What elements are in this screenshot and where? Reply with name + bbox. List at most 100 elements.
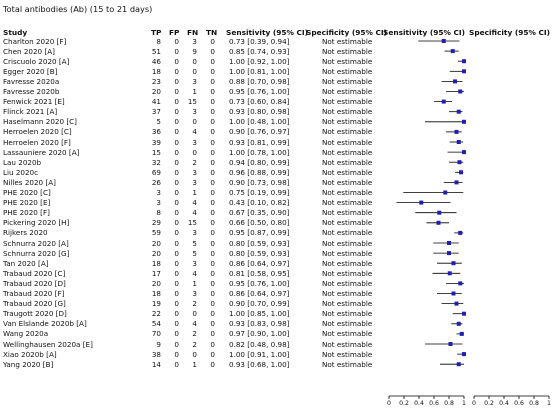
- cell-fp: 0: [174, 238, 179, 248]
- point-marker: [462, 150, 466, 155]
- cell-tp: 20: [151, 278, 161, 288]
- tick-label-sens: 0.4: [414, 400, 424, 407]
- cell-tp: 15: [151, 147, 161, 157]
- cell-spec: Not estimable: [322, 319, 373, 329]
- cell-study: Rijkers 2020: [3, 228, 48, 238]
- cell-fp: 0: [174, 349, 179, 359]
- cell-tn: 0: [210, 167, 215, 177]
- cell-tn: 0: [210, 56, 215, 66]
- point-marker: [456, 109, 461, 114]
- cell-study: Trabaud 2020 [C]: [3, 268, 66, 278]
- cell-study: PHE 2020 [F]: [3, 208, 50, 218]
- cell-spec: Not estimable: [322, 56, 373, 66]
- tick-label-spec: 0.2: [484, 400, 494, 407]
- cell-fn: 4: [192, 127, 197, 137]
- cell-sens: 0.93 [0.83, 0.98]: [229, 319, 290, 329]
- cell-spec: Not estimable: [322, 46, 373, 56]
- cell-sens: 0.88 [0.70, 0.98]: [229, 76, 290, 86]
- point-marker: [454, 129, 459, 134]
- cell-fn: 0: [192, 349, 197, 359]
- point-marker: [462, 352, 466, 357]
- cell-fn: 3: [192, 36, 197, 46]
- cell-tn: 0: [210, 36, 215, 46]
- cell-spec: Not estimable: [322, 268, 373, 278]
- cell-fn: 5: [192, 248, 197, 258]
- cell-study: Egger 2020 [B]: [3, 66, 58, 76]
- cell-study: Yang 2020 [B]: [3, 359, 54, 369]
- cell-fp: 0: [174, 97, 179, 107]
- cell-spec: Not estimable: [322, 329, 373, 339]
- cell-tn: 0: [210, 208, 215, 218]
- cell-tp: 54: [151, 319, 161, 329]
- cell-study: Favresse 2020a: [3, 76, 60, 86]
- cell-fp: 0: [174, 36, 179, 46]
- cell-spec: Not estimable: [322, 127, 373, 137]
- cell-study: Herroelen 2020 [C]: [3, 127, 72, 137]
- point-marker: [457, 160, 462, 165]
- point-marker: [443, 190, 448, 195]
- cell-spec: Not estimable: [322, 208, 373, 218]
- cell-tn: 0: [210, 157, 215, 167]
- cell-tp: 5: [156, 117, 161, 127]
- cell-study: Haselmann 2020 [C]: [3, 117, 77, 127]
- cell-tn: 0: [210, 46, 215, 56]
- cell-fn: 0: [192, 56, 197, 66]
- cell-fp: 0: [174, 87, 179, 96]
- cell-tn: 0: [210, 107, 215, 117]
- cell-sens: 1.00 [0.81, 1.00]: [229, 66, 290, 76]
- cell-fn: 2: [192, 157, 197, 167]
- cell-study: Van Elslande 2020b [A]: [3, 319, 87, 329]
- cell-tn: 0: [210, 76, 215, 86]
- cell-spec: Not estimable: [322, 339, 373, 349]
- point-marker: [459, 170, 463, 175]
- cell-tp: 37: [151, 107, 161, 117]
- cell-fp: 0: [174, 258, 179, 268]
- tick-label-sens: 0.2: [399, 400, 409, 407]
- cell-tn: 0: [210, 349, 215, 359]
- cell-study: Wellinghausen 2020a [E]: [3, 339, 93, 349]
- cell-fn: 4: [192, 208, 197, 218]
- cell-tn: 0: [210, 147, 215, 157]
- cell-fn: 3: [192, 137, 197, 147]
- cell-tp: 3: [156, 198, 161, 208]
- cell-fp: 0: [174, 188, 179, 197]
- cell-sens: 0.93 [0.68, 1.00]: [229, 359, 290, 369]
- cell-spec: Not estimable: [322, 349, 373, 359]
- cell-fn: 3: [192, 167, 197, 177]
- tick-label-spec: 0.6: [514, 400, 524, 407]
- cell-study: Schnurra 2020 [G]: [3, 248, 70, 258]
- cell-fp: 0: [174, 268, 179, 278]
- cell-spec: Not estimable: [322, 278, 373, 288]
- cell-fn: 2: [192, 329, 197, 339]
- cell-spec: Not estimable: [322, 198, 373, 208]
- cell-tp: 36: [151, 127, 161, 137]
- cell-tn: 0: [210, 339, 215, 349]
- cell-tp: 39: [151, 137, 161, 147]
- cell-fn: 4: [192, 198, 197, 208]
- point-marker: [448, 342, 453, 346]
- cell-fp: 0: [174, 248, 179, 258]
- cell-tn: 0: [210, 329, 215, 339]
- point-marker: [453, 79, 457, 84]
- point-marker: [459, 331, 464, 336]
- cell-study: PHE 2020 [C]: [3, 188, 51, 197]
- cell-tn: 0: [210, 87, 215, 96]
- cell-fn: 15: [187, 218, 197, 228]
- cell-tp: 32: [151, 157, 161, 167]
- cell-tn: 0: [210, 127, 215, 137]
- cell-tn: 0: [210, 238, 215, 248]
- cell-fp: 0: [174, 299, 179, 309]
- cell-study: Lau 2020b: [3, 157, 42, 167]
- cell-tp: 23: [151, 76, 161, 86]
- cell-fp: 0: [174, 107, 179, 117]
- cell-tp: 8: [156, 36, 161, 46]
- header-fp: FP: [169, 28, 180, 37]
- cell-study: Charlton 2020 [F]: [3, 36, 67, 46]
- header-plot-specificity: Specificity (95% CI): [469, 28, 551, 37]
- cell-fp: 0: [174, 137, 179, 147]
- cell-spec: Not estimable: [322, 177, 373, 187]
- cell-sens: 0.93 [0.80, 0.98]: [229, 107, 290, 117]
- cell-spec: Not estimable: [322, 117, 373, 127]
- cell-fn: 15: [187, 97, 197, 107]
- point-marker: [447, 241, 451, 245]
